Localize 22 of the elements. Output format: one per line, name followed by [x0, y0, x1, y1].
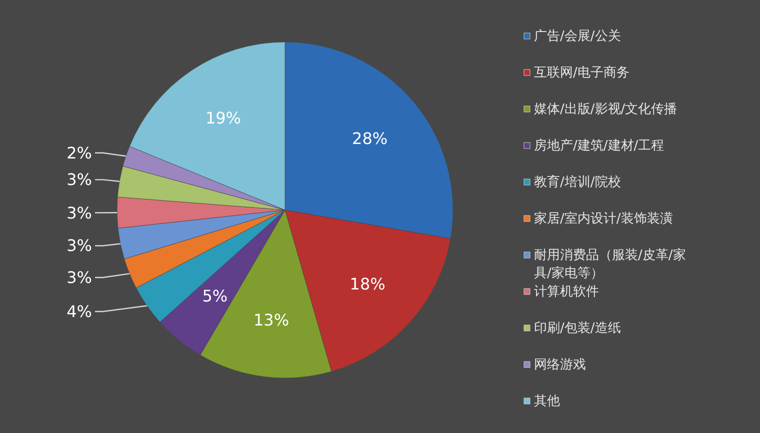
legend-label: 互联网/电子商务 — [534, 65, 630, 80]
data-label: 28% — [352, 129, 388, 148]
legend-label: 媒体/出版/影视/文化传播 — [534, 102, 678, 116]
data-label: 4% — [66, 302, 92, 321]
data-label: 2% — [66, 143, 92, 162]
data-label: 3% — [66, 170, 92, 190]
data-label: 3% — [66, 268, 92, 287]
data-label: 3% — [66, 203, 92, 222]
data-label: 13% — [253, 310, 290, 330]
legend-label: 广告/会展/公关 — [534, 28, 621, 44]
data-label: 5% — [202, 286, 228, 306]
data-label: 19% — [205, 108, 241, 128]
legend-label: 网络游戏 — [534, 357, 586, 372]
legend-label: 家居/室内设计/装饰装潢 — [534, 210, 673, 226]
legend-label: 印刷/包装/造纸 — [534, 320, 621, 336]
legend-label: 房地产/建筑/建材/工程 — [534, 137, 664, 153]
data-label: 18% — [350, 274, 386, 294]
legend-label: 计算机软件 — [534, 284, 599, 299]
legend-label: 耐用消费品（服装/皮革/家具/家电等） — [534, 246, 686, 280]
legend-label: 教育/培训/院校 — [534, 174, 621, 190]
data-label: 3% — [66, 236, 92, 256]
legend-label: 其他 — [534, 394, 560, 408]
